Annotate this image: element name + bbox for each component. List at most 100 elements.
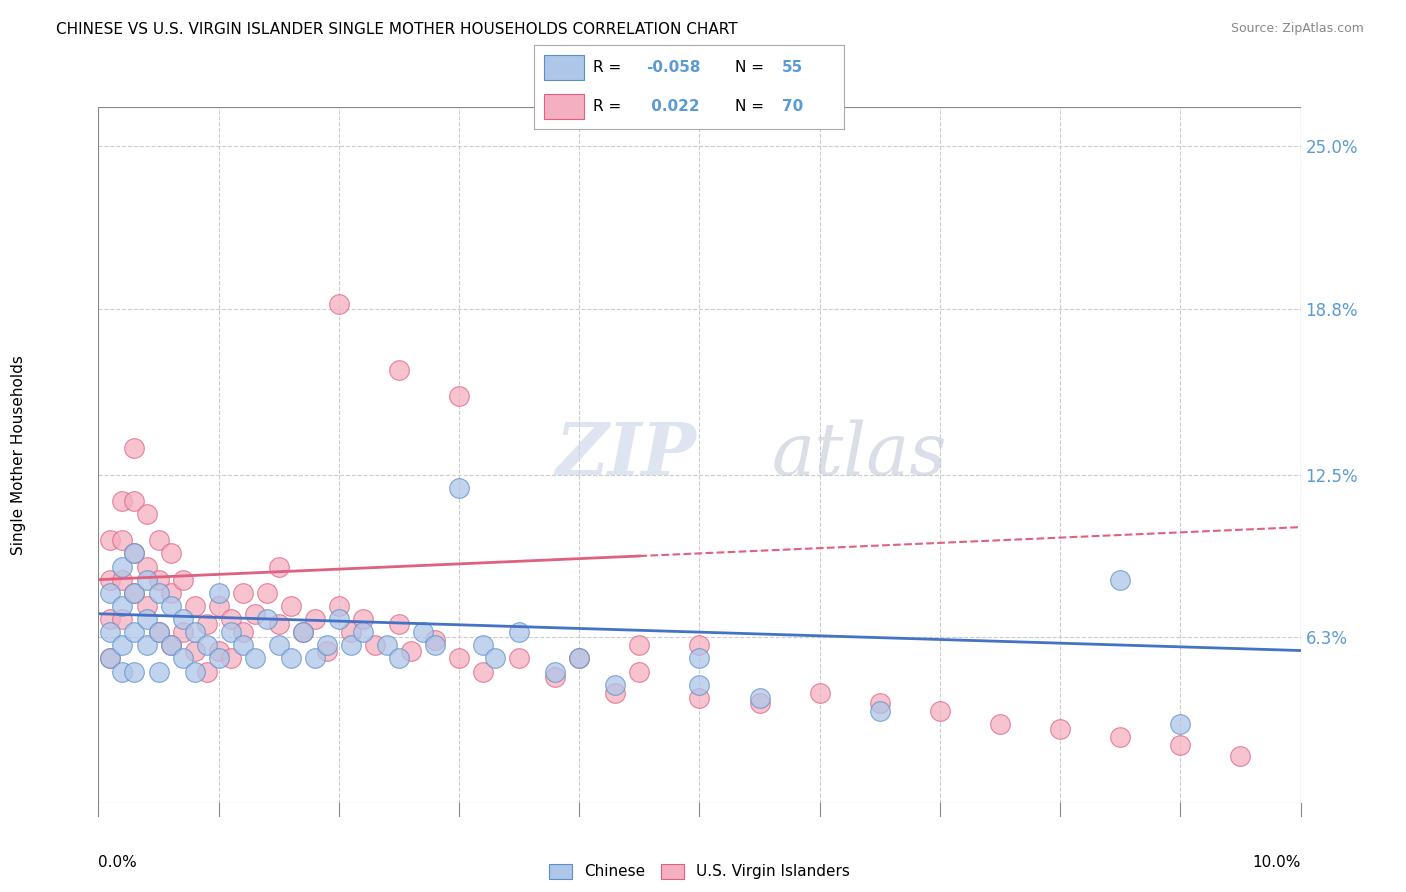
Point [195,665,218,679]
Point [219,625,242,640]
Point [304,612,326,626]
Point [352,612,374,626]
Point [544,670,567,684]
Point [352,625,374,640]
Text: Single Mother Households: Single Mother Households [11,355,27,555]
Point [148,665,170,679]
Point [219,612,242,626]
Text: R =: R = [593,60,626,75]
Bar [544,94,583,120]
Point [195,638,218,652]
Point [208,586,231,600]
Point [605,685,627,699]
Point [267,559,290,574]
Point [183,665,205,679]
Point [208,643,231,657]
Point [135,599,157,613]
Point [111,638,134,652]
Point [232,586,254,600]
Point [159,546,181,560]
Point [388,651,411,665]
Point [183,599,205,613]
Point [148,625,170,640]
Point [472,665,495,679]
Point [988,717,1011,731]
Point [148,533,170,548]
Point [111,559,134,574]
Point [484,651,506,665]
Point [544,665,567,679]
Text: 55: 55 [782,60,803,75]
Point [328,599,350,613]
Point [399,643,422,657]
Point [219,651,242,665]
Point [375,638,398,652]
Text: -0.058: -0.058 [645,60,700,75]
Point [1170,717,1192,731]
Point [243,607,266,621]
Point [628,638,651,652]
Point [183,643,205,657]
Point [340,638,363,652]
Point [208,651,231,665]
Point [568,651,591,665]
Point [280,599,302,613]
Point [159,586,181,600]
Text: 10.0%: 10.0% [1253,855,1301,871]
Point [364,638,387,652]
Point [929,704,952,718]
Text: Source: ZipAtlas.com: Source: ZipAtlas.com [1230,22,1364,36]
Point [869,704,891,718]
Point [100,586,122,600]
Point [124,625,146,640]
Point [304,651,326,665]
Point [689,690,711,705]
Text: N =: N = [735,60,769,75]
Point [689,678,711,692]
Text: 0.0%: 0.0% [98,855,138,871]
Point [291,625,314,640]
Point [124,494,146,508]
Point [172,651,194,665]
Point [315,638,337,652]
Point [1109,730,1132,744]
Point [748,696,770,710]
Point [100,651,122,665]
Point [172,612,194,626]
Point [423,638,446,652]
Bar [544,54,583,80]
Point [100,625,122,640]
Point [1170,738,1192,752]
Point [808,685,831,699]
Point [315,643,337,657]
Point [748,690,770,705]
Point [135,638,157,652]
Point [388,617,411,632]
Point [159,599,181,613]
Point [183,625,205,640]
Point [124,665,146,679]
Text: CHINESE VS U.S. VIRGIN ISLANDER SINGLE MOTHER HOUSEHOLDS CORRELATION CHART: CHINESE VS U.S. VIRGIN ISLANDER SINGLE M… [56,22,738,37]
Legend: Chinese, U.S. Virgin Islanders: Chinese, U.S. Virgin Islanders [543,857,856,886]
Point [869,696,891,710]
Point [124,586,146,600]
Point [267,638,290,652]
Point [232,625,254,640]
Point [148,586,170,600]
Point [135,507,157,521]
Point [340,625,363,640]
Point [124,586,146,600]
Point [135,612,157,626]
Point [111,533,134,548]
Point [111,612,134,626]
Point [628,665,651,679]
Point [256,612,278,626]
Point [124,546,146,560]
Text: R =: R = [593,99,626,114]
Point [447,389,470,403]
Text: 0.022: 0.022 [645,99,699,114]
Point [508,651,530,665]
Point [388,362,411,376]
Point [689,638,711,652]
Point [100,533,122,548]
